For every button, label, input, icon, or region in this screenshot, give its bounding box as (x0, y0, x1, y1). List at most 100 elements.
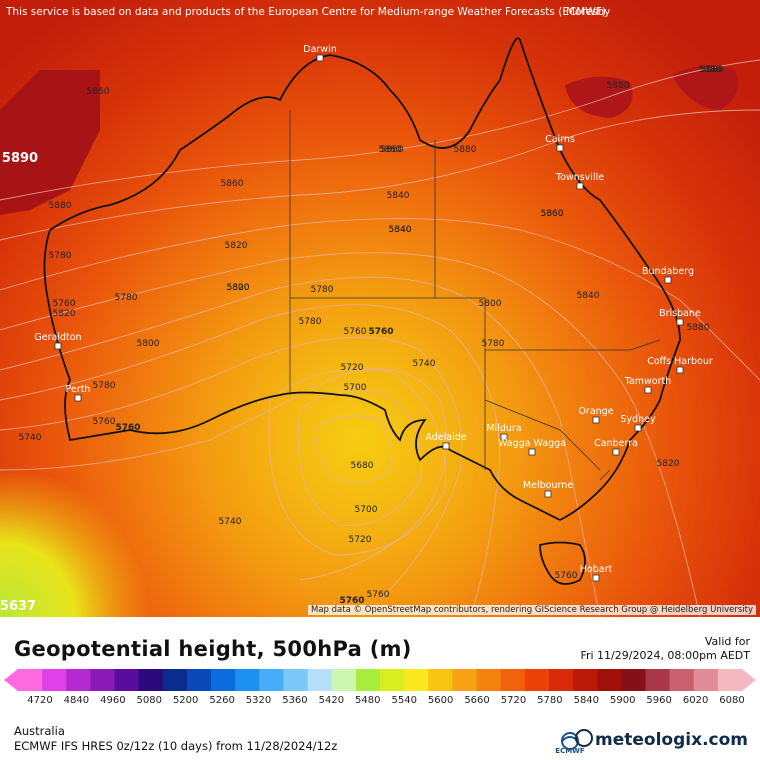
contour-value-label: 5800 (227, 283, 250, 293)
colorbar-tick-label: 5260 (209, 695, 235, 706)
colorbar-swatch (548, 669, 574, 691)
contour-value-label: 5880 (699, 65, 722, 75)
colorbar-tick-label: 6080 (719, 695, 745, 706)
extremum-value-label: 5637 (0, 599, 36, 614)
contour-value-label: 5820 (227, 283, 250, 293)
contour-value-label: 5780 (93, 381, 116, 391)
colorbar-swatch (597, 669, 622, 691)
city-marker-icon (644, 386, 652, 394)
city-marker-icon (676, 318, 684, 326)
contour-value-label: 5720 (341, 363, 364, 373)
city-label: Darwin (303, 44, 336, 55)
contour-value-label: 5880 (701, 65, 724, 75)
contour-value-label: 5700 (355, 505, 378, 515)
contour-value-label: 5840 (389, 225, 412, 235)
city-marker-icon (500, 433, 508, 441)
contour-value-label: 5840 (577, 291, 600, 301)
colorbar-tick-label: 5780 (537, 695, 563, 706)
colorbar-tick-label: 5960 (646, 695, 672, 706)
contour-value-label: 5760 (555, 571, 578, 581)
city-label: Perth (66, 384, 91, 395)
state-borders (289, 110, 661, 481)
colorbar-high-arrow-icon (742, 669, 756, 691)
contour-value-label: 5800 (137, 339, 160, 349)
city-marker-icon (592, 574, 600, 582)
colorbar-swatch (90, 669, 116, 691)
map-attribution[interactable]: Map data © OpenStreetMap contributors, r… (308, 605, 756, 615)
contour-value-label: 5740 (413, 359, 436, 369)
contour-value-label: 5860 (379, 145, 402, 155)
colorbar-swatch (18, 669, 43, 691)
colorbar-swatch (66, 669, 91, 691)
model-info: ECMWF IFS HRES 0z/12z (10 days) from 11/… (14, 739, 338, 753)
colorbar-tick-label: 5320 (245, 695, 272, 706)
colorbar-tick-label: 5600 (427, 695, 454, 706)
extremum-value-label: 5760 (368, 327, 393, 337)
meteologix-icon (575, 729, 594, 747)
contour-value-label: 5780 (299, 317, 322, 327)
colorbar-swatch (645, 669, 671, 691)
city-label: Brisbane (659, 308, 701, 319)
contour-value-label: 5760 (344, 327, 367, 337)
colorbar-swatch (355, 669, 381, 691)
colorbar-tick-label: 5900 (610, 695, 636, 706)
city-label: Melbourne (523, 480, 573, 491)
contour-labels: 5860 5880 5880 5860 5880 5860 5840 5860 5820 5840… (0, 65, 724, 614)
contour-value-label: 5760 (367, 590, 390, 600)
legend-panel: Geopotential height, 500hPa (m) Valid fo… (0, 617, 760, 760)
contour-value-label: 5780 (115, 293, 138, 303)
city-marker-icon (54, 342, 62, 350)
colorbar-low-arrow-icon (4, 669, 18, 691)
city-marker-icon (74, 394, 82, 402)
colorbar-tick-label: 5540 (391, 695, 417, 706)
city-marker-icon (612, 448, 620, 456)
brand-text: meteologix.com (595, 730, 748, 750)
contour-value-label: 5840 (389, 225, 412, 235)
city-label: Orange (578, 406, 613, 417)
colorbar-swatch (331, 669, 357, 691)
colorbar-tick-label: 6020 (682, 695, 709, 706)
colorbar (4, 669, 756, 691)
chart-title: Geopotential height, 500hPa (m) (14, 637, 412, 661)
extremum-value-label: 5760 (115, 423, 140, 433)
city-label: Cairns (545, 134, 575, 145)
city-label: Townsville (555, 172, 604, 183)
low-height-field (0, 460, 160, 617)
colorbar-swatch (186, 669, 212, 691)
meteologix-logo[interactable]: meteologix.com (575, 729, 748, 750)
city-label: Hobart (580, 564, 613, 575)
ecmwf-logo-text: ECMWF (555, 747, 585, 755)
colorbar-swatch (42, 669, 67, 691)
contour-value-label: 5780 (49, 251, 72, 261)
city-label: Wagga Wagga (498, 438, 566, 449)
contour-value-label: 5820 (53, 309, 76, 319)
high-5890-zone (0, 70, 100, 215)
contour-value-label: 5820 (225, 241, 248, 251)
colorbar-swatch (500, 669, 526, 691)
city-marker-icon (634, 424, 642, 432)
colorbar-tick-label: 5360 (282, 695, 308, 706)
extremum-value-label: 5890 (2, 151, 38, 166)
colorbar-tick-label: 4720 (27, 695, 53, 706)
weather-map[interactable]: Darwin Cairns Townsville Bundaberg Brisbane C… (0, 0, 760, 618)
city-label: Adelaide (425, 432, 466, 443)
colorbar-swatch (621, 669, 646, 691)
contour-value-label: 5740 (219, 517, 242, 527)
colorbar-tick-label: 5720 (500, 695, 527, 706)
contour-value-label: 5800 (479, 299, 502, 309)
high-zone-png (672, 66, 738, 110)
colorbar-swatch (283, 669, 309, 691)
colorbar-tick-label: 5840 (573, 695, 600, 706)
city-marker-icon (576, 182, 584, 190)
colorbar-swatch (693, 669, 719, 691)
city-label: Tamworth (624, 376, 672, 387)
contour-value-label: 5860 (381, 145, 404, 155)
colorbar-swatch (669, 669, 695, 691)
extremum-value-label: 5760 (339, 596, 364, 606)
map-canvas: Darwin Cairns Townsville Bundaberg Brisbane C… (0, 0, 760, 618)
contour-lines (0, 59, 760, 618)
contour-value-label: 5760 (93, 417, 116, 427)
city-marker-icon (442, 442, 450, 450)
high-zone-ne (565, 76, 633, 118)
colorbar-tick-label: 4960 (100, 695, 126, 706)
